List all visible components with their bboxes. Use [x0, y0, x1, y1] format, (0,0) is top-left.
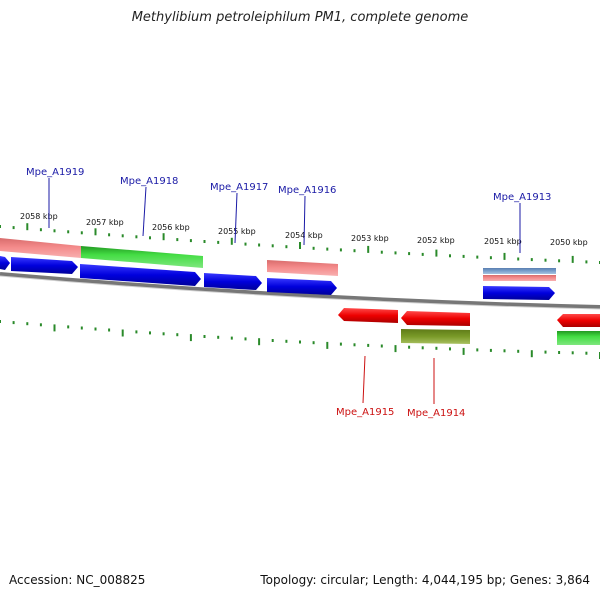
scale-label: 2050 kbp: [550, 238, 588, 247]
cds-arrow[interactable]: [338, 308, 398, 323]
gene-label[interactable]: Mpe_A1918: [120, 176, 178, 237]
scale-label: 2055 kbp: [218, 227, 256, 236]
reverse-cds-track: [338, 308, 600, 327]
gene-feature[interactable]: [267, 260, 338, 276]
forward-tick-ring: [0, 223, 600, 264]
cds-arrow[interactable]: [80, 264, 201, 286]
genome-title: Methylibium petroleiphilum PM1, complete…: [131, 10, 469, 25]
scale-label: 2053 kbp: [351, 234, 389, 243]
gene-feature[interactable]: [0, 238, 81, 258]
gene-label[interactable]: Mpe_A1914: [407, 358, 465, 419]
cds-arrow[interactable]: [204, 273, 262, 290]
gene-feature[interactable]: [483, 275, 556, 281]
gene-feature[interactable]: [557, 331, 600, 345]
svg-text:Mpe_A1917: Mpe_A1917: [210, 182, 268, 193]
bottom-gene-labels: Mpe_A1915 Mpe_A1914: [336, 355, 465, 419]
top-gene-labels: Mpe_A1919 Mpe_A1918 Mpe_A1917 Mpe_A1916 …: [26, 167, 551, 253]
cds-arrow[interactable]: [0, 256, 10, 270]
scale-label: 2051 kbp: [484, 237, 522, 246]
cds-arrow[interactable]: [267, 278, 337, 295]
scale-label: 2058 kbp: [20, 212, 58, 221]
gene-label[interactable]: Mpe_A1917: [210, 182, 268, 244]
gene-label[interactable]: Mpe_A1919: [26, 167, 84, 228]
scale-label: 2057 kbp: [86, 218, 124, 227]
scale-label: 2052 kbp: [417, 236, 455, 245]
genome-summary-text: Topology: circular; Length: 4,044,195 bp…: [260, 573, 590, 587]
gene-feature[interactable]: [401, 329, 470, 344]
genome-backbone: [0, 272, 600, 310]
forward-cds-track: [0, 256, 555, 300]
gene-feature[interactable]: [81, 246, 203, 268]
svg-text:Mpe_A1914: Mpe_A1914: [407, 408, 465, 419]
svg-text:Mpe_A1919: Mpe_A1919: [26, 167, 84, 178]
scale-label: 2056 kbp: [152, 223, 190, 232]
cds-arrow[interactable]: [11, 257, 78, 274]
svg-text:Mpe_A1916: Mpe_A1916: [278, 185, 336, 196]
gene-feature[interactable]: [483, 268, 556, 274]
svg-text:Mpe_A1913: Mpe_A1913: [493, 192, 551, 203]
svg-text:Mpe_A1918: Mpe_A1918: [120, 176, 178, 187]
gene-label[interactable]: Mpe_A1913: [493, 192, 551, 253]
gene-track: [0, 238, 600, 345]
cds-arrow[interactable]: [483, 286, 555, 300]
cds-arrow[interactable]: [401, 311, 470, 326]
svg-text:Mpe_A1915: Mpe_A1915: [336, 407, 394, 418]
gene-label[interactable]: Mpe_A1916: [278, 185, 336, 246]
cds-arrow[interactable]: [557, 314, 600, 327]
accession-text: Accession: NC_008825: [9, 573, 146, 587]
reverse-tick-ring: [0, 320, 600, 359]
gene-label[interactable]: Mpe_A1915: [336, 355, 394, 418]
